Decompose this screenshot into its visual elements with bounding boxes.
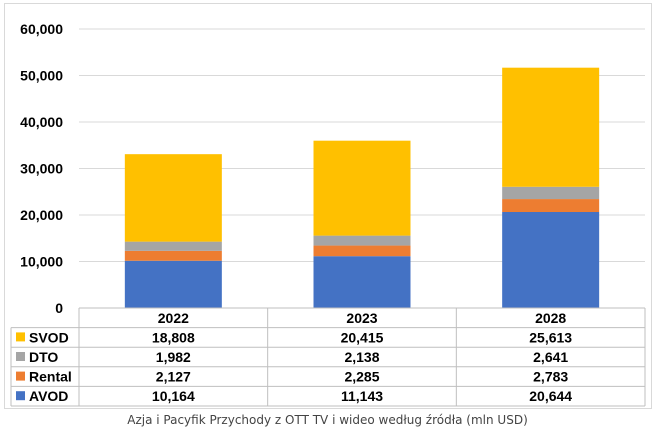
bar-dto-2028 [502,186,600,200]
chart-frame: 0 10,000 20,000 30,000 40,000 50,000 60,000 202… [4,3,652,409]
legend-label-svod: SVOD [29,329,69,345]
y-tick-label-1: 10,000 [20,254,63,270]
bar-dto-2022 [124,241,222,251]
bar-svod-2022 [124,154,222,242]
x-category-label-2023: 2023 [346,310,377,326]
x-category-label-2022: 2022 [158,310,189,326]
y-tick-label-0: 0 [55,300,63,316]
bar-avod-2023 [313,256,411,308]
table-value-avod-2022: 10,164 [152,388,195,404]
table-value-rental-2023: 2,285 [344,369,379,385]
table-value-svod-2022: 18,808 [152,329,195,345]
legend-key-rental [16,371,25,381]
x-category-label-2028: 2028 [535,310,566,326]
y-tick-label-6: 60,000 [20,21,63,37]
bar-rental-2022 [124,250,222,261]
y-tick-label-5: 50,000 [20,68,63,84]
y-tick-label-2: 20,000 [20,207,63,223]
legend-label-rental: Rental [29,369,72,385]
table-value-svod-2028: 25,613 [529,329,572,345]
bar-avod-2022 [124,260,222,308]
table-value-rental-2022: 2,127 [156,369,191,385]
table-value-svod-2023: 20,415 [341,329,384,345]
bar-rental-2023 [313,245,411,257]
table-value-rental-2028: 2,783 [533,369,568,385]
legend-key-dto [16,352,25,361]
bar-avod-2028 [502,212,600,308]
legend-label-dto: DTO [29,349,58,365]
bar-rental-2028 [502,199,600,213]
y-tick-label-4: 40,000 [20,114,63,130]
table-value-avod-2028: 20,644 [529,388,572,404]
legend-label-avod: AVOD [29,388,68,404]
table-value-dto-2023: 2,138 [344,349,379,365]
table-value-dto-2028: 2,641 [533,349,568,365]
chart-caption: Azja i Pacyfik Przychody z OTT TV i wide… [127,413,528,427]
table-value-avod-2023: 11,143 [341,388,383,404]
y-tick-label-3: 30,000 [20,161,63,177]
bar-svod-2028 [502,67,600,187]
bar-dto-2023 [313,235,411,246]
legend-key-avod [16,391,25,401]
table-value-dto-2022: 1,982 [156,349,191,365]
bar-svod-2023 [313,140,411,236]
stacked-bar-chart: 0 10,000 20,000 30,000 40,000 50,000 60,000 202… [10,21,646,407]
legend-key-svod [16,332,25,342]
